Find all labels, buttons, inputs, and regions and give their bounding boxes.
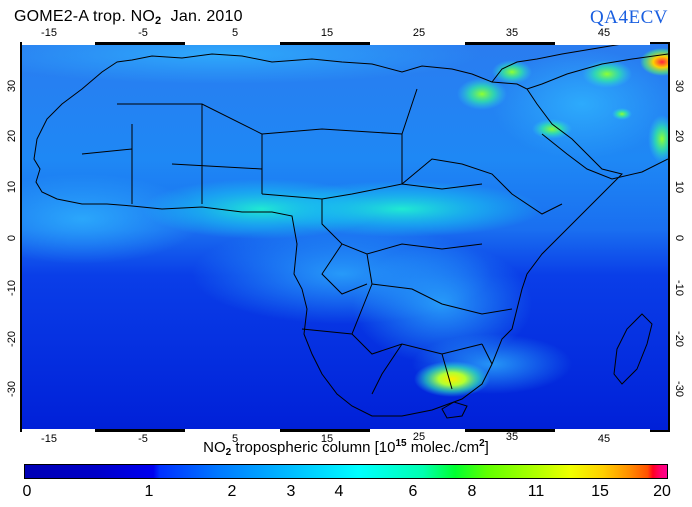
x-tick-bottom: 45 [597, 433, 611, 445]
africa-map-graphic [22, 44, 668, 430]
colorbar-label: NO2 tropospheric column [1015 molec./cm2… [0, 438, 692, 458]
x-tick-bottom: 25 [412, 431, 426, 443]
y-tick-left: -10 [6, 280, 18, 296]
colorbar-tick: 0 [22, 483, 32, 500]
x-tick-top: 5 [231, 27, 239, 39]
y-tick-right: 10 [673, 180, 685, 194]
x-tick-top: 25 [412, 27, 426, 39]
x-tick-top: 15 [320, 27, 334, 39]
colorbar-label-text: NO [203, 439, 226, 456]
title-date: Jan. 2010 [170, 8, 243, 25]
x-tick-top: 35 [505, 27, 519, 39]
colorbar-tick: 8 [467, 483, 477, 500]
y-tick-left: -30 [6, 381, 18, 397]
x-tick-bottom: 5 [231, 433, 239, 445]
y-tick-right: -30 [673, 381, 685, 397]
brand-label: QA4ECV [590, 7, 668, 28]
colorbar-label-unit: molec./cm [406, 439, 480, 456]
colorbar-tick: 3 [286, 483, 296, 500]
y-tick-left: 20 [6, 129, 18, 143]
colorbar-label-exponent: 2 [479, 438, 485, 449]
colorbar-tick: 2 [227, 483, 237, 500]
colorbar-tick: 1 [144, 483, 154, 500]
y-tick-left: 10 [6, 180, 18, 194]
y-tick-right: 20 [673, 129, 685, 143]
x-tick-top: -15 [41, 27, 57, 39]
colorbar-label-exponent: 15 [395, 438, 407, 449]
colorbar-tick: 15 [591, 483, 609, 500]
y-tick-right: -10 [673, 280, 685, 296]
colorbar-label-text: ] [484, 439, 489, 456]
map-title: GOME2-A trop. NO2 Jan. 2010 [14, 8, 243, 27]
y-tick-left: 0 [6, 234, 18, 242]
x-tick-top: 45 [597, 27, 611, 39]
x-tick-bottom: 15 [320, 433, 334, 445]
colorbar-label-text: tropospheric column [10 [231, 439, 396, 456]
x-tick-top: -5 [138, 27, 148, 39]
y-tick-right: 30 [673, 79, 685, 93]
y-tick-left: -20 [6, 331, 18, 347]
colorbar-tick: 4 [334, 483, 344, 500]
colorbar [24, 464, 668, 479]
title-subscript: 2 [155, 15, 162, 27]
title-text: GOME2-A trop. NO [14, 8, 156, 25]
x-tick-bottom: -5 [138, 433, 148, 445]
colorbar-tick: 6 [408, 483, 418, 500]
no2-heatmap [20, 42, 670, 432]
y-tick-left: 30 [6, 79, 18, 93]
colorbar-label-subscript: 2 [225, 447, 232, 458]
colorbar-tick: 11 [527, 483, 545, 500]
x-tick-bottom: 35 [505, 431, 519, 443]
y-tick-right: 0 [673, 234, 685, 242]
x-tick-bottom: -15 [41, 433, 57, 445]
y-tick-right: -20 [673, 331, 685, 347]
colorbar-tick: 20 [653, 483, 671, 500]
